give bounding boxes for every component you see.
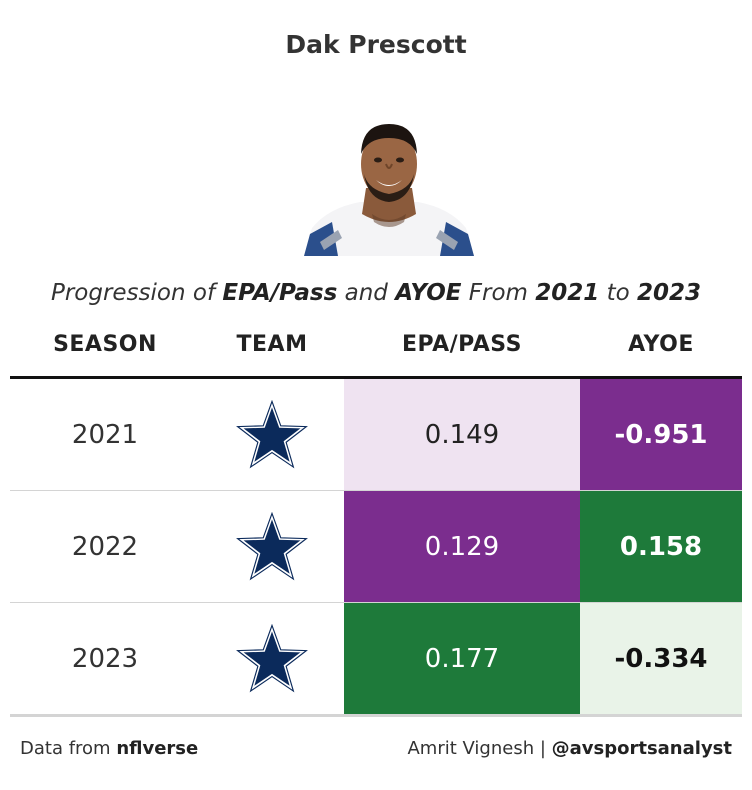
table-subtitle: Progression of EPA/Pass and AYOE From 20…	[50, 280, 702, 306]
row-divider	[10, 490, 742, 491]
team-cell	[200, 491, 344, 603]
page-title: Dak Prescott	[285, 30, 467, 59]
column-header-epa: EPA/PASS	[401, 332, 523, 357]
ayoe-cell: 0.158	[580, 491, 742, 603]
column-header-season: SEASON	[53, 332, 157, 357]
epa-cell: 0.149	[344, 379, 580, 491]
epa-cell: 0.129	[344, 491, 580, 603]
footer-credit: Amrit Vignesh | @avsportsanalyst	[407, 738, 732, 759]
ayoe-cell: -0.951	[580, 379, 742, 491]
season-cell: 2023	[71, 643, 139, 674]
table-bottom-rule	[10, 714, 742, 717]
column-header-team: TEAM	[236, 332, 308, 357]
star-logo-icon	[236, 623, 308, 693]
header-rule	[10, 376, 742, 379]
player-headshot	[304, 124, 474, 256]
column-header-ayoe: AYOE	[628, 332, 694, 357]
team-cell	[200, 379, 344, 491]
ayoe-cell: -0.334	[580, 603, 742, 714]
star-logo-icon	[236, 400, 308, 469]
season-cell: 2022	[71, 532, 139, 562]
season-cell: 2021	[71, 420, 139, 450]
epa-cell: 0.177	[344, 603, 580, 714]
star-logo-icon	[236, 512, 308, 581]
footer-source: Data from nflverse	[20, 738, 199, 759]
row-divider	[10, 602, 742, 603]
team-cell	[200, 603, 344, 714]
